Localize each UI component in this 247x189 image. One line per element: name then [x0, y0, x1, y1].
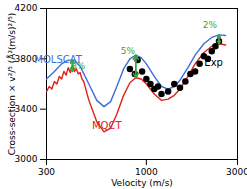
svg-text:Velocity (m/s): Velocity (m/s) [111, 178, 173, 188]
svg-text:Exp: Exp [204, 57, 223, 68]
svg-text:3000: 3000 [15, 154, 38, 164]
svg-text:Cross-section × v²/⁵ (Å²(m/s)²: Cross-section × v²/⁵ (Å²(m/s)²/⁵) [6, 13, 17, 156]
svg-text:4200: 4200 [15, 3, 38, 13]
svg-text:5%: 5% [121, 46, 136, 56]
svg-text:MOLSCAT: MOLSCAT [34, 54, 82, 66]
svg-text:3800: 3800 [14, 53, 38, 64]
svg-text:300: 300 [38, 167, 55, 177]
svg-text:3000: 3000 [226, 167, 247, 177]
svg-text:MQCT: MQCT [92, 120, 122, 131]
svg-text:8%: 8% [71, 61, 86, 71]
svg-text:3400: 3400 [15, 104, 38, 114]
svg-text:2%: 2% [203, 20, 218, 30]
svg-text:1000: 1000 [135, 167, 158, 177]
